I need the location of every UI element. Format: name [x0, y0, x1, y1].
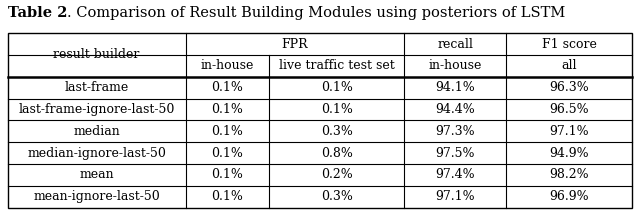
Text: live traffic test set: live traffic test set [279, 59, 394, 72]
Text: FPR: FPR [282, 38, 308, 51]
Text: last-frame: last-frame [65, 81, 129, 94]
Text: in-house: in-house [200, 59, 254, 72]
Text: mean-ignore-last-50: mean-ignore-last-50 [33, 190, 160, 203]
Text: 97.4%: 97.4% [435, 168, 475, 181]
Text: 97.1%: 97.1% [435, 190, 475, 203]
Text: 0.1%: 0.1% [211, 147, 243, 160]
Text: 0.1%: 0.1% [211, 168, 243, 181]
Text: 94.9%: 94.9% [549, 147, 589, 160]
Text: 97.5%: 97.5% [435, 147, 475, 160]
Text: 0.1%: 0.1% [211, 125, 243, 138]
Text: 96.9%: 96.9% [549, 190, 589, 203]
Text: 0.1%: 0.1% [211, 190, 243, 203]
Text: 0.3%: 0.3% [321, 190, 353, 203]
Text: recall: recall [437, 38, 473, 51]
Text: 98.2%: 98.2% [549, 168, 589, 181]
Text: 0.1%: 0.1% [211, 81, 243, 94]
Text: . Comparison of Result Building Modules using posteriors of LSTM: . Comparison of Result Building Modules … [67, 6, 566, 20]
Text: 96.5%: 96.5% [549, 103, 589, 116]
Text: 97.1%: 97.1% [549, 125, 589, 138]
Text: 0.3%: 0.3% [321, 125, 353, 138]
Text: 0.2%: 0.2% [321, 168, 353, 181]
Text: F1 score: F1 score [541, 38, 596, 51]
Text: in-house: in-house [428, 59, 482, 72]
Text: 94.1%: 94.1% [435, 81, 475, 94]
Text: last-frame-ignore-last-50: last-frame-ignore-last-50 [19, 103, 175, 116]
Text: 0.8%: 0.8% [321, 147, 353, 160]
Text: 94.4%: 94.4% [435, 103, 475, 116]
Text: 0.1%: 0.1% [321, 81, 353, 94]
Text: mean: mean [79, 168, 114, 181]
Text: median-ignore-last-50: median-ignore-last-50 [28, 147, 166, 160]
Text: Table 2: Table 2 [8, 6, 67, 20]
Text: result builder: result builder [54, 49, 140, 61]
Text: 96.3%: 96.3% [549, 81, 589, 94]
Text: 0.1%: 0.1% [211, 103, 243, 116]
Text: all: all [561, 59, 577, 72]
Text: median: median [73, 125, 120, 138]
Bar [8, 33, 632, 208]
Text: 97.3%: 97.3% [435, 125, 475, 138]
Text: 0.1%: 0.1% [321, 103, 353, 116]
